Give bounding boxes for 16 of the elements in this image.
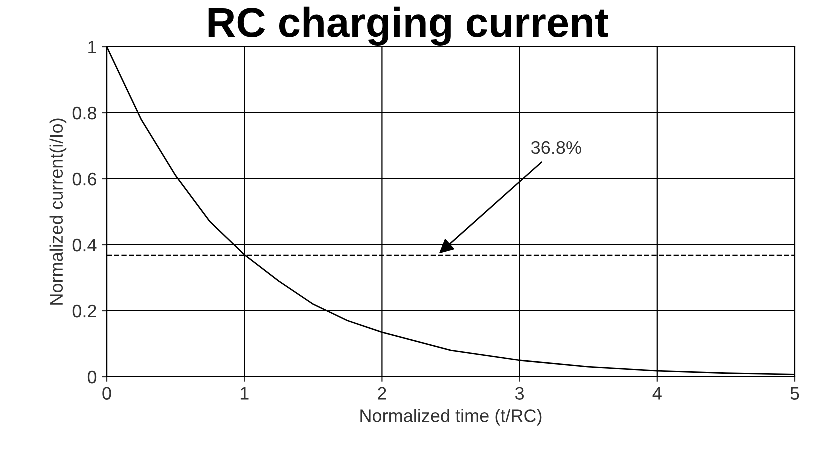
x-axis-title: Normalized time (t/RC)	[360, 409, 542, 426]
y-tick-label: 1	[88, 41, 96, 54]
y-tick-label: 0	[88, 370, 97, 384]
x-tick-label: 3	[515, 387, 524, 400]
y-tick-label: 0.4	[72, 238, 97, 252]
x-tick-label: 0	[102, 387, 112, 400]
y-tick-label: 0.6	[72, 172, 96, 186]
x-tick-label: 4	[652, 387, 662, 400]
x-tick-label: 5	[790, 387, 800, 400]
x-tick-label: 1	[240, 387, 249, 400]
annotation: 36.8%	[531, 141, 582, 154]
y-tick-label: 0.8	[72, 106, 96, 120]
y-axis-title: Normalized current(i/Io)	[50, 118, 67, 305]
y-tick-label: 0.2	[72, 304, 96, 318]
chart-title: RC charging current	[208, 6, 608, 46]
x-tick-label: 2	[378, 387, 386, 400]
